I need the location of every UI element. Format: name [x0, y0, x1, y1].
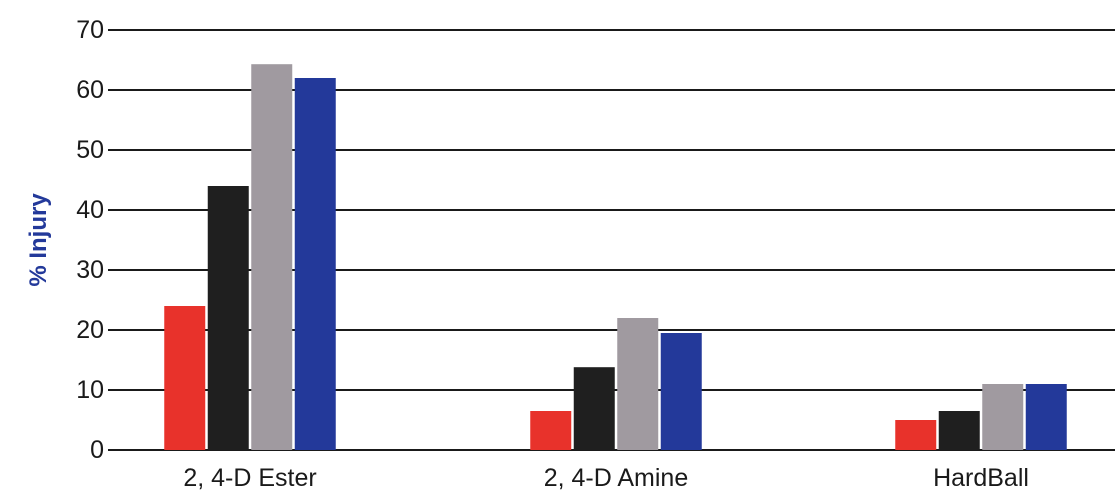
y-tick-label: 50 [76, 136, 104, 164]
bar [895, 420, 937, 450]
y-axis-ticks: 0 10 20 30 40 50 60 70 [76, 16, 104, 464]
bar [207, 186, 249, 450]
bar [1025, 384, 1067, 450]
y-tick-label: 10 [76, 376, 104, 404]
x-axis-categories: 2, 4-D Ester 2, 4-D Amine HardBall [183, 464, 1029, 492]
x-category-label: HardBall [933, 464, 1029, 492]
bar [982, 384, 1024, 450]
bar [251, 64, 293, 450]
x-category-label: 2, 4-D Ester [183, 464, 316, 492]
y-tick-label: 70 [76, 16, 104, 44]
y-tick-label: 20 [76, 316, 104, 344]
bar [294, 78, 336, 450]
y-tick-label: 0 [90, 436, 104, 464]
bar [164, 306, 206, 450]
bar [660, 333, 702, 450]
bar [573, 367, 615, 450]
bar [938, 411, 980, 450]
bars [164, 64, 1067, 450]
x-category-label: 2, 4-D Amine [544, 464, 689, 492]
y-tick-label: 60 [76, 76, 104, 104]
y-axis-label: % Injury [25, 193, 52, 287]
y-tick-label: 40 [76, 196, 104, 224]
bar [530, 411, 572, 450]
bar [617, 318, 659, 450]
y-tick-label: 30 [76, 256, 104, 284]
